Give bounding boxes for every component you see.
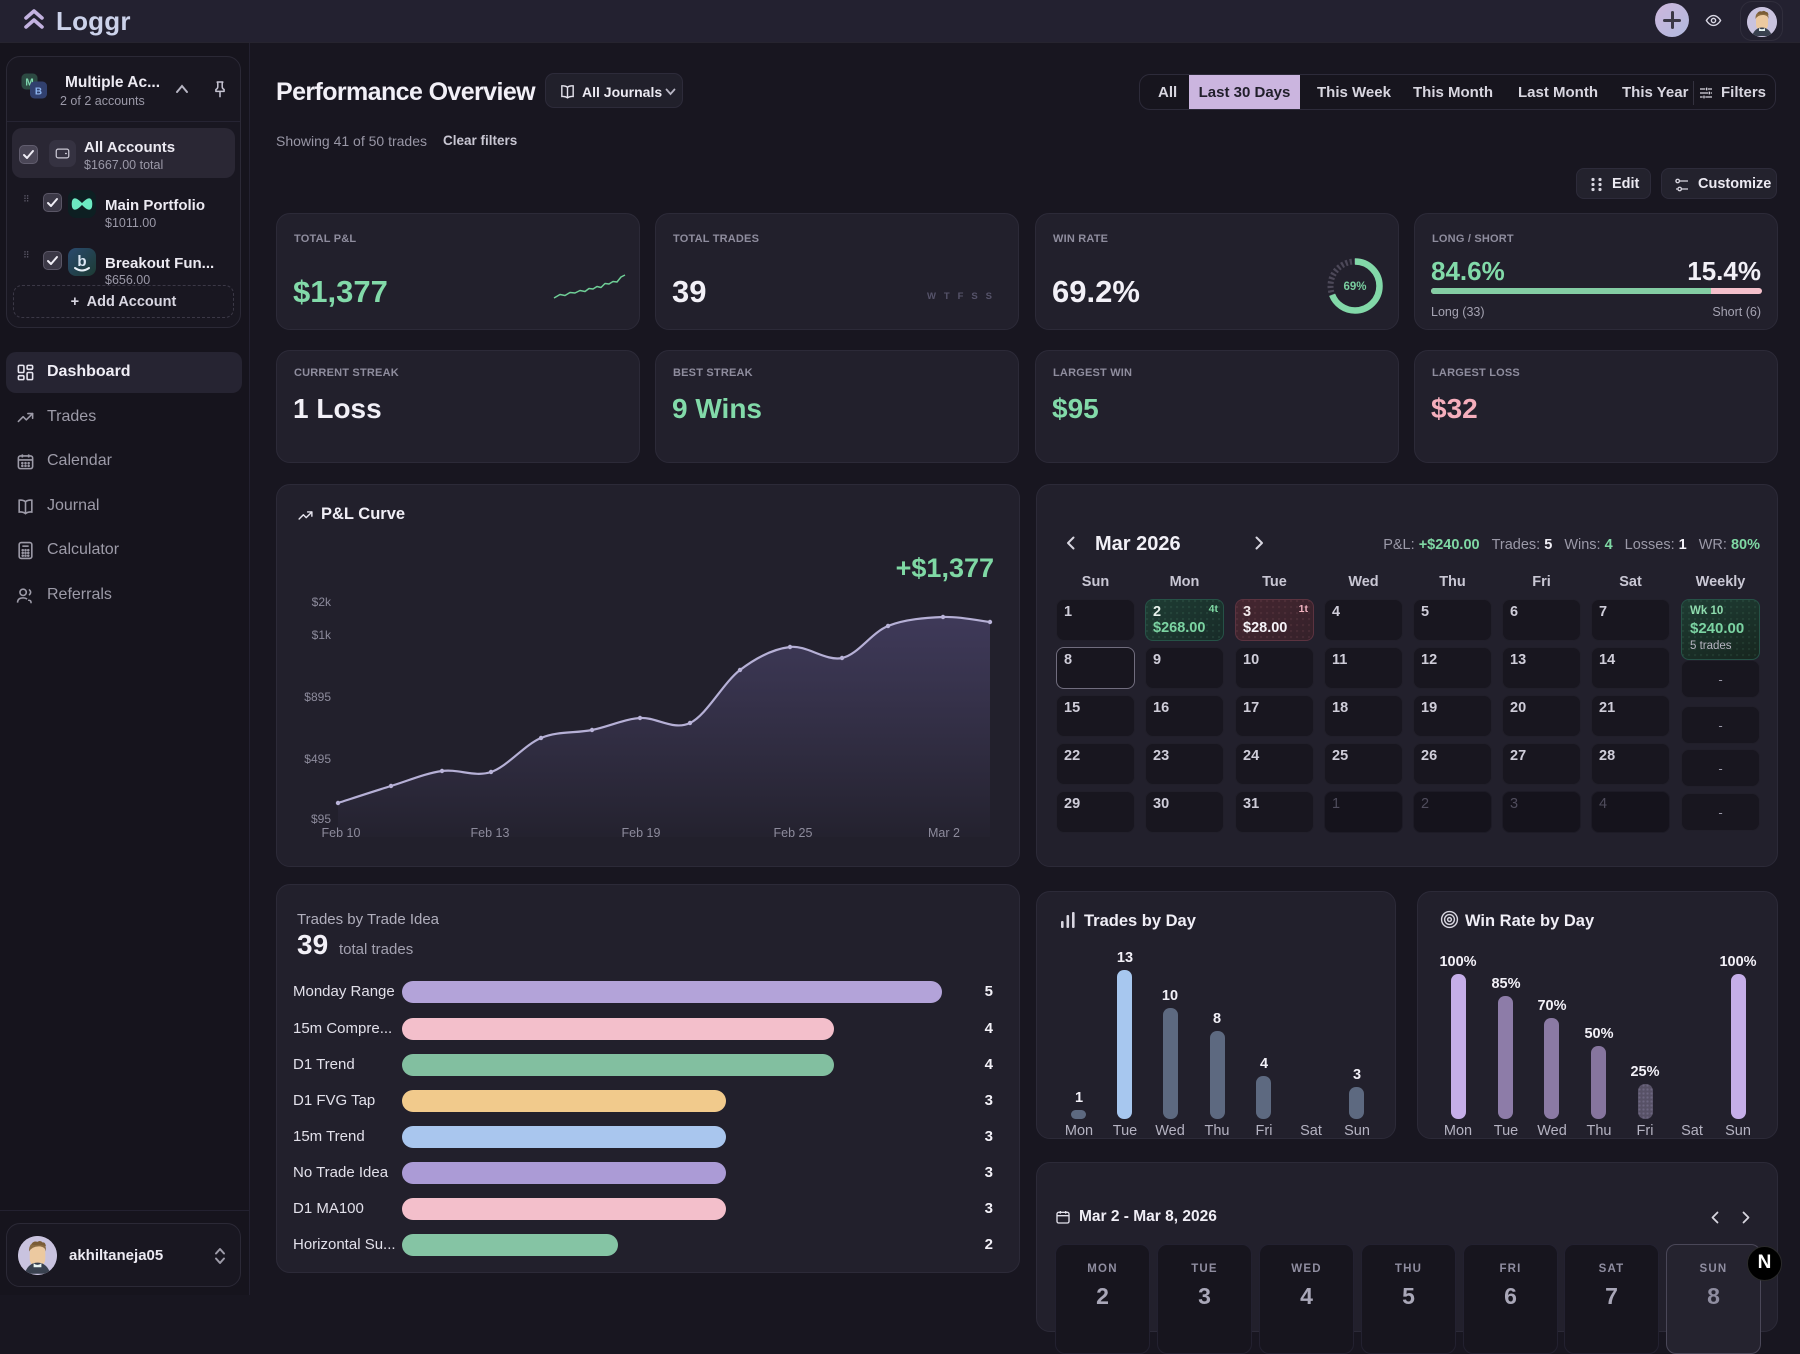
svg-text:M: M xyxy=(25,78,33,89)
svg-text:$495: $495 xyxy=(304,752,331,766)
svg-text:B: B xyxy=(35,87,42,98)
svg-text:$1k: $1k xyxy=(312,628,332,642)
svg-text:Feb 10: Feb 10 xyxy=(322,826,361,840)
svg-text:b: b xyxy=(77,253,86,270)
svg-text:$895: $895 xyxy=(304,690,331,704)
svg-text:Feb 13: Feb 13 xyxy=(471,826,510,840)
svg-text:Feb 19: Feb 19 xyxy=(622,826,661,840)
svg-text:$95: $95 xyxy=(311,812,331,826)
svg-text:Feb 25: Feb 25 xyxy=(774,826,813,840)
svg-text:Mar 2: Mar 2 xyxy=(928,826,960,840)
svg-text:$2k: $2k xyxy=(312,595,332,609)
svg-text:69%: 69% xyxy=(1343,281,1366,293)
